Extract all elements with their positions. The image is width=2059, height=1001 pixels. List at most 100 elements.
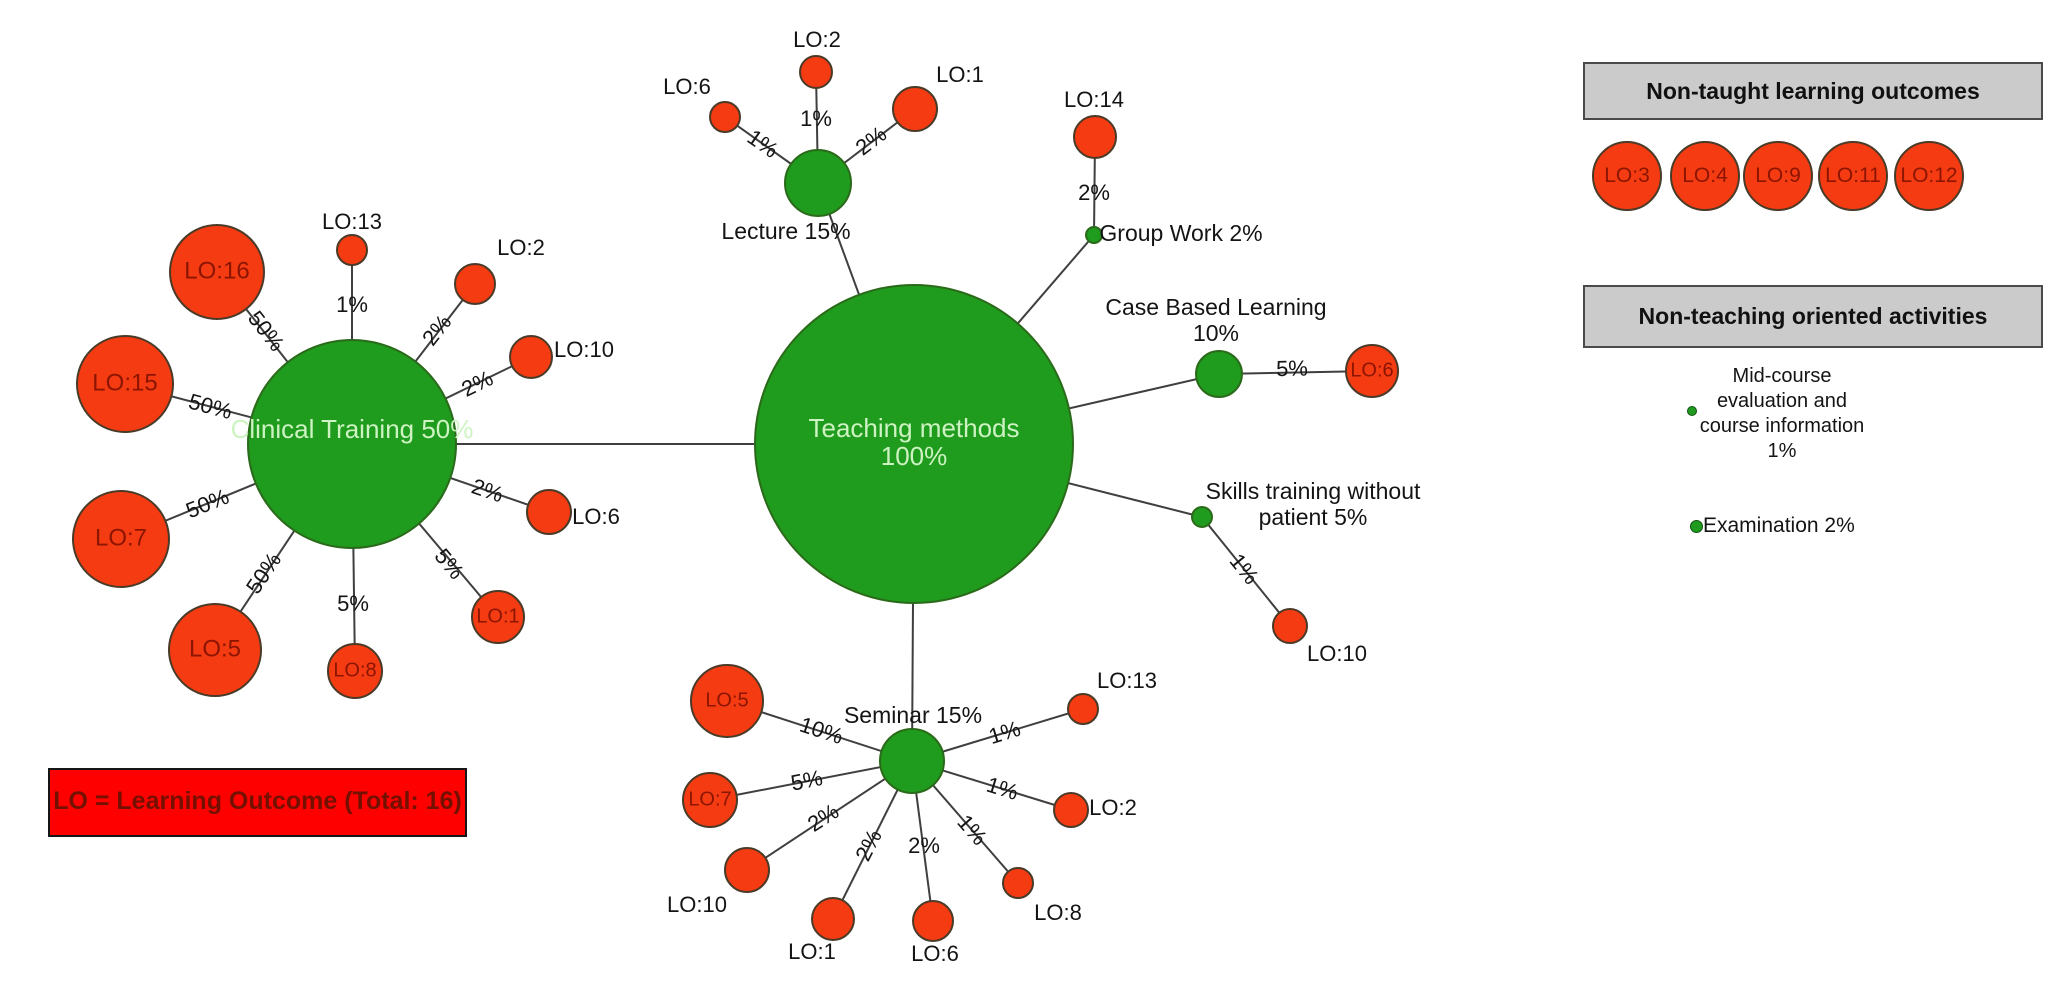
label-seminar-lo2: LO:2 bbox=[1089, 795, 1137, 820]
mid-course-line-4: 1% bbox=[1767, 440, 1797, 462]
pct-seminar-lo6: 2% bbox=[908, 833, 940, 858]
edge-seminar-lo7 bbox=[709, 760, 913, 801]
non-taught-outcome-lo3: LO:3 bbox=[1592, 141, 1662, 211]
node-lecture-lo1 bbox=[892, 86, 938, 132]
mid-course-line-2: evaluation and bbox=[1716, 390, 1848, 412]
non-taught-header: Non-taught learning outcomes bbox=[1583, 62, 2043, 120]
label-clinical-lo2: LO:2 bbox=[497, 235, 545, 260]
label-seminar-lo6: LO:6 bbox=[911, 941, 959, 966]
node-clinical bbox=[247, 339, 457, 549]
node-seminar-lo2 bbox=[1053, 792, 1089, 828]
label-seminar-0: Seminar 15% bbox=[844, 702, 982, 728]
node-seminar bbox=[879, 728, 945, 794]
pct-skills-lo10: 1% bbox=[1225, 549, 1264, 589]
label-cbl-lo6: LO:6 bbox=[1350, 359, 1393, 381]
label-groupwork-lo14: LO:14 bbox=[1064, 87, 1124, 112]
node-clinical-lo13 bbox=[336, 234, 368, 266]
examination-dot bbox=[1690, 520, 1703, 533]
node-seminar-lo13 bbox=[1067, 693, 1099, 725]
label-teaching-methods-1: 100% bbox=[881, 441, 948, 471]
label-clinical-lo5: LO:5 bbox=[189, 635, 241, 662]
label-seminar-lo8: LO:8 bbox=[1034, 900, 1082, 925]
pct-clinical-lo15: 50% bbox=[186, 389, 235, 425]
label-cbl-1: 10% bbox=[1193, 320, 1239, 346]
mid-course-line-3: course information bbox=[1699, 415, 1865, 437]
nodes-layer bbox=[72, 55, 1399, 942]
node-groupwork bbox=[1085, 226, 1103, 244]
label-lecture-lo6: LO:6 bbox=[663, 74, 711, 99]
pct-seminar-lo1: 2% bbox=[850, 825, 887, 865]
label-clinical-lo16: LO:16 bbox=[184, 257, 249, 284]
label-clinical-lo15: LO:15 bbox=[92, 369, 157, 396]
node-lecture-lo6 bbox=[709, 101, 741, 133]
node-lecture bbox=[784, 149, 852, 217]
label-clinical-lo7: LO:7 bbox=[95, 524, 147, 551]
label-cbl-0: Case Based Learning bbox=[1105, 294, 1326, 320]
label-seminar-lo7: LO:7 bbox=[688, 788, 731, 810]
node-seminar-lo8 bbox=[1002, 867, 1034, 899]
node-seminar-lo6 bbox=[912, 900, 954, 942]
node-clinical-lo1 bbox=[471, 590, 525, 644]
examination-label: Examination 2% bbox=[1703, 514, 1855, 537]
node-clinical-lo6 bbox=[526, 489, 572, 535]
pct-clinical-lo6: 2% bbox=[468, 473, 506, 507]
node-teaching-methods bbox=[754, 284, 1074, 604]
pct-lecture-lo6: 1% bbox=[743, 124, 783, 163]
non-taught-outcome-lo9: LO:9 bbox=[1743, 141, 1813, 211]
node-cbl-lo6 bbox=[1345, 344, 1399, 398]
non-taught-outcome-lo12: LO:12 bbox=[1894, 141, 1964, 211]
node-seminar-lo1 bbox=[811, 897, 855, 941]
edge-skills-lo10 bbox=[1201, 516, 1291, 627]
label-skills-1: patient 5% bbox=[1259, 504, 1368, 530]
node-skills-lo10 bbox=[1272, 608, 1308, 644]
node-seminar-lo5 bbox=[690, 664, 764, 738]
pct-seminar-lo7: 5% bbox=[789, 765, 825, 796]
pct-lecture-lo2: 1% bbox=[800, 106, 832, 131]
pct-cbl-lo6: 5% bbox=[1276, 356, 1308, 382]
pct-clinical-lo5: 50% bbox=[241, 548, 286, 598]
mid-course-label: Mid-course evaluation and course informa… bbox=[1692, 364, 1872, 464]
node-clinical-lo5 bbox=[168, 603, 262, 697]
node-clinical-lo8 bbox=[327, 643, 383, 699]
non-taught-outcome-lo11: LO:11 bbox=[1818, 141, 1888, 211]
node-groupwork-lo14 bbox=[1073, 115, 1117, 159]
label-groupwork-0: Group Work 2% bbox=[1099, 220, 1262, 246]
label-clinical-lo8: LO:8 bbox=[333, 659, 376, 681]
pct-clinical-lo13: 1% bbox=[336, 292, 368, 317]
label-lecture-lo2: LO:2 bbox=[793, 27, 841, 52]
mid-course-line-1: Mid-course bbox=[1732, 365, 1832, 387]
node-skills bbox=[1191, 506, 1213, 528]
pct-clinical-lo8: 5% bbox=[337, 591, 369, 616]
node-lecture-lo2 bbox=[799, 55, 833, 89]
label-skills-0: Skills training without bbox=[1206, 478, 1421, 504]
node-cbl bbox=[1195, 350, 1243, 398]
label-clinical-lo10: LO:10 bbox=[554, 337, 614, 362]
label-seminar-lo5: LO:5 bbox=[705, 689, 748, 711]
label-clinical-lo1: LO:1 bbox=[476, 605, 519, 627]
pct-seminar-lo10: 2% bbox=[803, 798, 843, 836]
pct-clinical-lo7: 50% bbox=[182, 484, 232, 524]
label-seminar-lo1: LO:1 bbox=[788, 939, 836, 964]
label-clinical-lo6: LO:6 bbox=[572, 504, 620, 529]
node-seminar-lo7 bbox=[682, 772, 738, 828]
node-clinical-lo15 bbox=[76, 335, 174, 433]
label-teaching-methods-0: Teaching methods bbox=[808, 413, 1019, 443]
pct-seminar-lo2: 1% bbox=[984, 772, 1022, 805]
label-seminar-lo10: LO:10 bbox=[667, 892, 727, 917]
pct-groupwork-lo14: 2% bbox=[1078, 180, 1110, 205]
pct-seminar-lo13: 1% bbox=[986, 716, 1024, 749]
pct-clinical-lo10: 2% bbox=[457, 365, 497, 401]
label-seminar-lo13: LO:13 bbox=[1097, 668, 1157, 693]
label-lecture-0: Lecture 15% bbox=[721, 218, 850, 244]
non-taught-outcome-lo4: LO:4 bbox=[1670, 141, 1740, 211]
mid-course-dot bbox=[1687, 406, 1697, 416]
label-skills-lo10: LO:10 bbox=[1307, 641, 1367, 666]
node-seminar-lo10 bbox=[724, 847, 770, 893]
node-clinical-lo7 bbox=[72, 490, 170, 588]
label-lecture-lo1: LO:1 bbox=[936, 62, 984, 87]
label-clinical: Clinical Training 50% bbox=[231, 414, 474, 444]
node-clinical-lo10 bbox=[509, 335, 553, 379]
abbreviation-legend: LO = Learning Outcome (Total: 16) bbox=[48, 768, 467, 837]
